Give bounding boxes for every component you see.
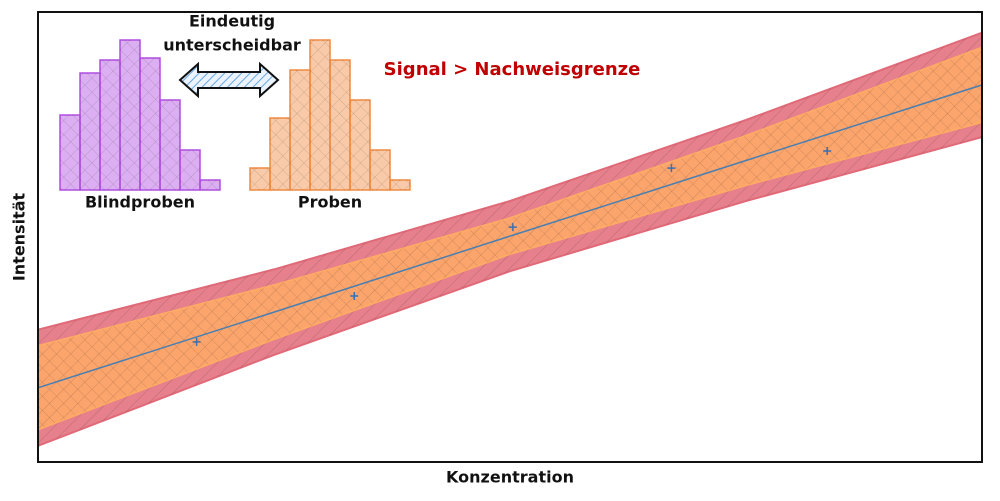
arrow-label: unterscheidbar <box>163 36 301 55</box>
histogram-hatch <box>390 180 410 190</box>
histogram-hatch <box>100 60 120 190</box>
y-axis-label: Intensität <box>10 192 29 281</box>
histogram-hatch <box>120 40 140 190</box>
histogram-hatch <box>160 100 180 190</box>
inset: Eindeutig unterscheidbar Blindproben Prob… <box>59 12 411 212</box>
axes-frame <box>37 11 983 463</box>
histogram-hatch <box>290 70 310 190</box>
histogram-hatch <box>250 168 270 190</box>
histogram-hatch <box>370 150 390 190</box>
data-point <box>350 291 359 300</box>
data-point <box>192 337 201 346</box>
annotation: Signal > Nachweisgrenze <box>384 59 641 80</box>
histogram-hatch <box>200 180 220 190</box>
plot-area <box>38 31 982 447</box>
histogram-hatch <box>140 58 160 190</box>
arrow-label: Eindeutig <box>189 12 275 31</box>
data-point <box>823 147 832 156</box>
histogram-hatch <box>80 73 100 190</box>
histogram-label: Proben <box>298 193 362 212</box>
histogram-hatch <box>60 115 80 190</box>
data-point <box>667 164 676 173</box>
histogram-hatch <box>180 150 200 190</box>
histogram-hatch <box>350 100 370 190</box>
histogram-label: Blindproben <box>85 193 195 212</box>
fit-line <box>38 84 982 389</box>
histogram-hatch <box>330 60 350 190</box>
histogram-hatch <box>310 40 330 190</box>
data-point <box>508 223 517 232</box>
x-axis-label: Konzentration <box>446 468 574 487</box>
band-hatch <box>38 47 982 430</box>
double-arrow <box>178 61 280 99</box>
histogram-hatch <box>270 118 290 190</box>
